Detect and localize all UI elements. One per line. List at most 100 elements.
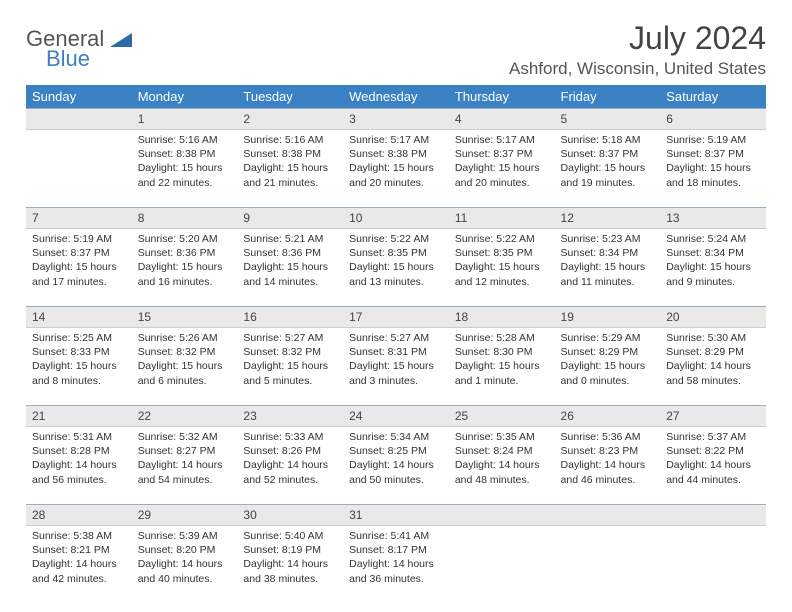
day-day2: and 50 minutes. bbox=[349, 473, 443, 487]
day-day1: Daylight: 14 hours bbox=[455, 458, 549, 472]
day-sunset: Sunset: 8:17 PM bbox=[349, 543, 443, 557]
day-day1: Daylight: 14 hours bbox=[32, 458, 126, 472]
day-number: 18 bbox=[449, 307, 555, 328]
day-cell: Sunrise: 5:31 AMSunset: 8:28 PMDaylight:… bbox=[26, 427, 132, 505]
day-number: 25 bbox=[449, 406, 555, 427]
day-number: 26 bbox=[555, 406, 661, 427]
day-sunrise: Sunrise: 5:18 AM bbox=[561, 133, 655, 147]
weekday-sat: Saturday bbox=[660, 85, 766, 109]
day-day1: Daylight: 15 hours bbox=[138, 260, 232, 274]
day-sunrise: Sunrise: 5:23 AM bbox=[561, 232, 655, 246]
day-sunset: Sunset: 8:29 PM bbox=[666, 345, 760, 359]
day-sunrise: Sunrise: 5:37 AM bbox=[666, 430, 760, 444]
day-number: 30 bbox=[237, 505, 343, 526]
day-sunrise: Sunrise: 5:31 AM bbox=[32, 430, 126, 444]
weekday-tue: Tuesday bbox=[237, 85, 343, 109]
day-day1: Daylight: 15 hours bbox=[561, 161, 655, 175]
day-number: 4 bbox=[449, 109, 555, 130]
daynum-row: 28293031 bbox=[26, 505, 766, 526]
day-number: 20 bbox=[660, 307, 766, 328]
day-sunset: Sunset: 8:37 PM bbox=[561, 147, 655, 161]
day-cell: Sunrise: 5:29 AMSunset: 8:29 PMDaylight:… bbox=[555, 328, 661, 406]
day-sunrise: Sunrise: 5:17 AM bbox=[349, 133, 443, 147]
day-cell: Sunrise: 5:17 AMSunset: 8:37 PMDaylight:… bbox=[449, 130, 555, 208]
day-number: 16 bbox=[237, 307, 343, 328]
day-sunset: Sunset: 8:38 PM bbox=[349, 147, 443, 161]
day-cell: Sunrise: 5:19 AMSunset: 8:37 PMDaylight:… bbox=[26, 229, 132, 307]
weekday-sun: Sunday bbox=[26, 85, 132, 109]
day-day2: and 9 minutes. bbox=[666, 275, 760, 289]
calendar-table: Sunday Monday Tuesday Wednesday Thursday… bbox=[26, 85, 766, 603]
detail-row: Sunrise: 5:16 AMSunset: 8:38 PMDaylight:… bbox=[26, 130, 766, 208]
day-day1: Daylight: 14 hours bbox=[243, 458, 337, 472]
day-number: 2 bbox=[237, 109, 343, 130]
day-sunrise: Sunrise: 5:16 AM bbox=[243, 133, 337, 147]
day-sunset: Sunset: 8:25 PM bbox=[349, 444, 443, 458]
day-day1: Daylight: 15 hours bbox=[561, 260, 655, 274]
day-sunrise: Sunrise: 5:38 AM bbox=[32, 529, 126, 543]
day-day1: Daylight: 15 hours bbox=[666, 161, 760, 175]
day-sunset: Sunset: 8:23 PM bbox=[561, 444, 655, 458]
day-day2: and 58 minutes. bbox=[666, 374, 760, 388]
day-number bbox=[26, 109, 132, 130]
day-day2: and 22 minutes. bbox=[138, 176, 232, 190]
day-cell: Sunrise: 5:16 AMSunset: 8:38 PMDaylight:… bbox=[132, 130, 238, 208]
day-cell: Sunrise: 5:28 AMSunset: 8:30 PMDaylight:… bbox=[449, 328, 555, 406]
day-cell: Sunrise: 5:37 AMSunset: 8:22 PMDaylight:… bbox=[660, 427, 766, 505]
day-number bbox=[449, 505, 555, 526]
weekday-fri: Friday bbox=[555, 85, 661, 109]
day-day1: Daylight: 15 hours bbox=[349, 359, 443, 373]
day-sunset: Sunset: 8:32 PM bbox=[138, 345, 232, 359]
day-sunrise: Sunrise: 5:28 AM bbox=[455, 331, 549, 345]
day-number: 22 bbox=[132, 406, 238, 427]
day-day1: Daylight: 15 hours bbox=[243, 359, 337, 373]
day-day2: and 42 minutes. bbox=[32, 572, 126, 586]
day-sunset: Sunset: 8:30 PM bbox=[455, 345, 549, 359]
day-cell: Sunrise: 5:16 AMSunset: 8:38 PMDaylight:… bbox=[237, 130, 343, 208]
day-sunset: Sunset: 8:19 PM bbox=[243, 543, 337, 557]
day-cell bbox=[555, 526, 661, 604]
day-day2: and 5 minutes. bbox=[243, 374, 337, 388]
day-sunrise: Sunrise: 5:24 AM bbox=[666, 232, 760, 246]
calendar-body: 123456Sunrise: 5:16 AMSunset: 8:38 PMDay… bbox=[26, 109, 766, 604]
day-day1: Daylight: 14 hours bbox=[666, 359, 760, 373]
day-number: 3 bbox=[343, 109, 449, 130]
day-day1: Daylight: 15 hours bbox=[349, 260, 443, 274]
daynum-row: 21222324252627 bbox=[26, 406, 766, 427]
day-cell: Sunrise: 5:36 AMSunset: 8:23 PMDaylight:… bbox=[555, 427, 661, 505]
day-sunrise: Sunrise: 5:34 AM bbox=[349, 430, 443, 444]
day-sunrise: Sunrise: 5:25 AM bbox=[32, 331, 126, 345]
day-sunset: Sunset: 8:35 PM bbox=[349, 246, 443, 260]
day-day2: and 20 minutes. bbox=[455, 176, 549, 190]
day-day2: and 36 minutes. bbox=[349, 572, 443, 586]
page: General Blue July 2024 Ashford, Wisconsi… bbox=[0, 0, 792, 612]
day-sunset: Sunset: 8:27 PM bbox=[138, 444, 232, 458]
day-sunset: Sunset: 8:34 PM bbox=[666, 246, 760, 260]
day-cell: Sunrise: 5:23 AMSunset: 8:34 PMDaylight:… bbox=[555, 229, 661, 307]
day-day2: and 12 minutes. bbox=[455, 275, 549, 289]
title-block: July 2024 Ashford, Wisconsin, United Sta… bbox=[509, 20, 766, 79]
day-cell: Sunrise: 5:24 AMSunset: 8:34 PMDaylight:… bbox=[660, 229, 766, 307]
day-sunset: Sunset: 8:20 PM bbox=[138, 543, 232, 557]
day-day1: Daylight: 15 hours bbox=[349, 161, 443, 175]
day-sunrise: Sunrise: 5:35 AM bbox=[455, 430, 549, 444]
day-cell: Sunrise: 5:22 AMSunset: 8:35 PMDaylight:… bbox=[343, 229, 449, 307]
day-day1: Daylight: 14 hours bbox=[32, 557, 126, 571]
day-day1: Daylight: 14 hours bbox=[349, 557, 443, 571]
day-cell: Sunrise: 5:40 AMSunset: 8:19 PMDaylight:… bbox=[237, 526, 343, 604]
day-cell: Sunrise: 5:27 AMSunset: 8:32 PMDaylight:… bbox=[237, 328, 343, 406]
day-number bbox=[660, 505, 766, 526]
day-cell: Sunrise: 5:21 AMSunset: 8:36 PMDaylight:… bbox=[237, 229, 343, 307]
day-day2: and 48 minutes. bbox=[455, 473, 549, 487]
day-day1: Daylight: 15 hours bbox=[561, 359, 655, 373]
day-day1: Daylight: 15 hours bbox=[455, 359, 549, 373]
day-sunrise: Sunrise: 5:41 AM bbox=[349, 529, 443, 543]
day-day1: Daylight: 14 hours bbox=[138, 557, 232, 571]
day-sunrise: Sunrise: 5:32 AM bbox=[138, 430, 232, 444]
day-number: 9 bbox=[237, 208, 343, 229]
day-sunset: Sunset: 8:36 PM bbox=[138, 246, 232, 260]
day-cell: Sunrise: 5:30 AMSunset: 8:29 PMDaylight:… bbox=[660, 328, 766, 406]
day-sunrise: Sunrise: 5:16 AM bbox=[138, 133, 232, 147]
logo: General Blue bbox=[26, 28, 132, 70]
day-day1: Daylight: 15 hours bbox=[243, 260, 337, 274]
